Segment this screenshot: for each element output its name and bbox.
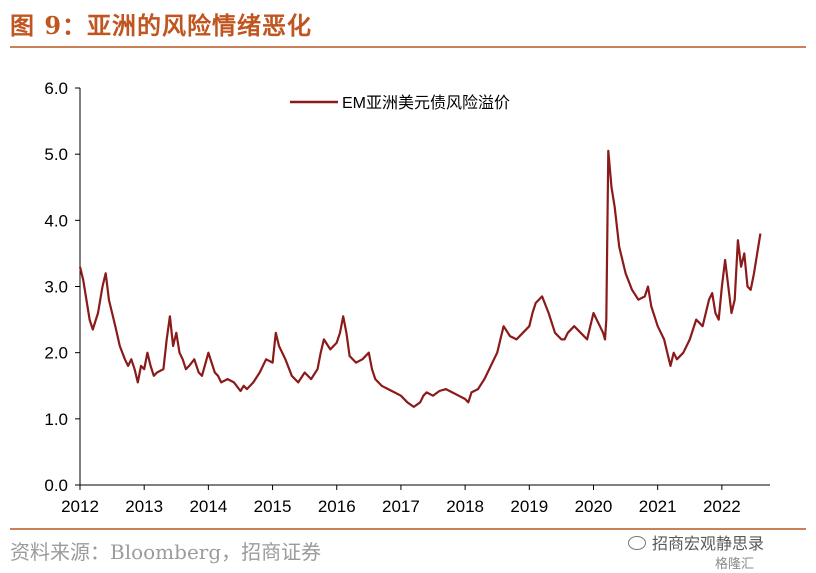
x-tick-label: 2013 — [125, 497, 163, 516]
watermark-text: 招商宏观静思录 — [652, 534, 765, 553]
y-tick-label: 5.0 — [44, 145, 68, 164]
x-tick-label: 2022 — [703, 497, 741, 516]
figure-title: 图 9：亚洲的风险情绪恶化 — [10, 11, 313, 40]
y-tick-label: 4.0 — [44, 211, 68, 230]
x-tick-label: 2015 — [254, 497, 292, 516]
x-tick-label: 2019 — [510, 497, 548, 516]
x-tick-label: 2017 — [382, 497, 420, 516]
series-group — [78, 149, 762, 408]
watermark: 招商宏观静思录 — [628, 530, 764, 554]
x-tick-label: 2012 — [61, 497, 99, 516]
wechat-icon — [628, 536, 646, 550]
y-tick-label: 3.0 — [44, 278, 68, 297]
x-axis: 2012 2013 2014 2015 2016 2017 2018 2019 2020 2021… — [61, 484, 770, 516]
title-rule — [10, 46, 806, 48]
legend-label: EM亚洲美元债风险溢价 — [342, 94, 510, 112]
x-ticks: 2012 2013 2014 2015 2016 2017 2018 2019 2020 2021… — [61, 485, 741, 516]
source-rule — [10, 528, 806, 530]
y-axis: 0.0 1.0 2.0 3.0 4.0 5.0 6.0 — [44, 79, 81, 495]
x-tick-label: 2014 — [189, 497, 227, 516]
x-tick-label: 2018 — [446, 497, 484, 516]
y-tick-label: 0.0 — [44, 476, 68, 495]
y-tick-label: 6.0 — [44, 79, 68, 98]
x-tick-label: 2016 — [318, 497, 356, 516]
y-ticks: 0.0 1.0 2.0 3.0 4.0 5.0 6.0 — [44, 79, 80, 495]
watermark-secondary: 格隆汇 — [715, 557, 755, 572]
y-tick-label: 1.0 — [44, 410, 68, 429]
source-note: 资料来源：Bloomberg，招商证券 — [10, 540, 322, 564]
x-tick-label: 2020 — [575, 497, 613, 516]
y-tick-label: 2.0 — [44, 344, 68, 363]
x-tick-label: 2021 — [639, 497, 677, 516]
series-line — [78, 149, 762, 408]
legend: EM亚洲美元债风险溢价 — [290, 94, 510, 112]
